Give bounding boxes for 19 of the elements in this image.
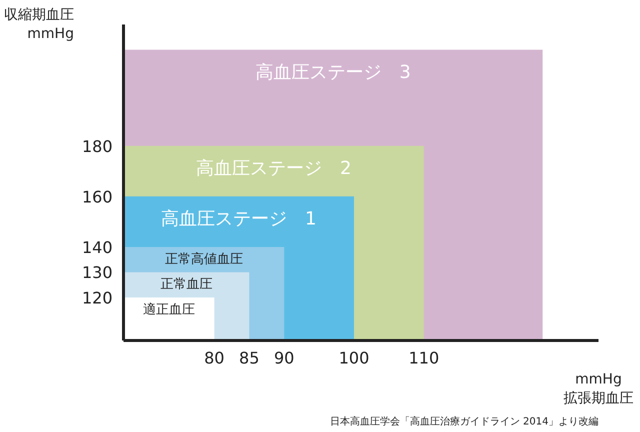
y-tick-label: 120 (82, 288, 113, 308)
series-label: 高血圧ステージ 2 (196, 158, 352, 179)
x-tick-label: 80 (204, 348, 224, 368)
x-tick-label: 85 (239, 348, 260, 368)
x-tick-label: 90 (274, 348, 294, 368)
series-label: 正常高値血圧 (164, 250, 243, 267)
series-label: 高血圧ステージ 1 (161, 208, 316, 230)
y-tick-label: 140 (82, 238, 113, 257)
series-label: 適正血圧 (142, 302, 195, 318)
text: 日本高血圧学会「高血圧治療ガイドライン 2014」より改編 (330, 416, 599, 428)
x-tick-label: 100 (338, 348, 370, 368)
y-tick-label: 130 (82, 263, 113, 282)
y-tick-label: 180 (82, 136, 113, 156)
y-axis-title: 収縮期血圧 mmHg (4, 6, 74, 42)
series-label: 高血圧ステージ 3 (255, 62, 411, 83)
x-axis-title: mmHg 拡張期血圧 (564, 372, 634, 407)
x-tick-label: 110 (408, 348, 440, 368)
series-label: 正常血圧 (160, 277, 212, 292)
y-tick-label: 160 (82, 187, 113, 206)
